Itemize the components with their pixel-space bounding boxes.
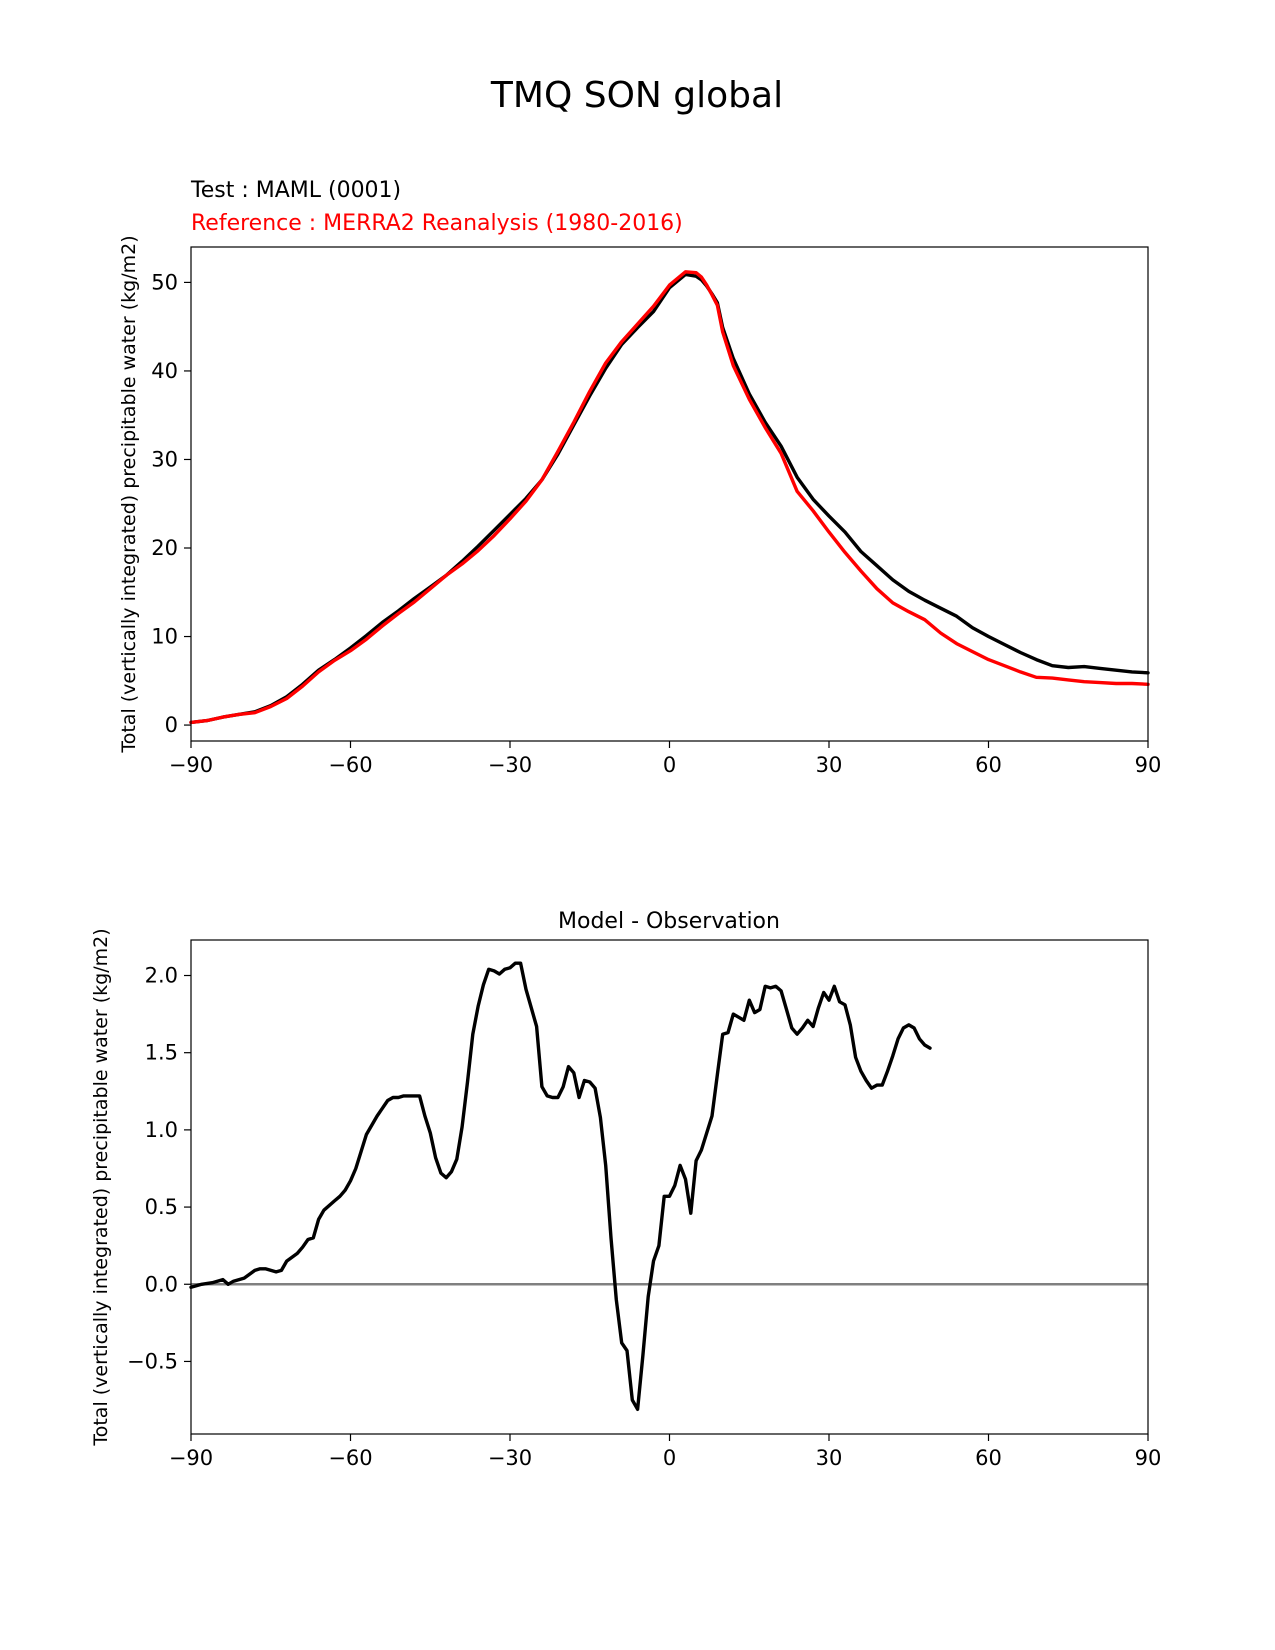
y-tick-label: −0.5 [127,1349,178,1373]
x-tick-label: 60 [975,753,1002,777]
y-tick-label: 1.0 [145,1118,178,1142]
series-line-reference [189,270,1150,725]
x-tick-label: 0 [663,1446,676,1470]
x-tick-label: 90 [1135,753,1162,777]
top-chart-series [189,270,1150,725]
x-tick-label: −90 [169,1446,213,1470]
top-chart-frame [190,246,1149,742]
series-line-model-observation [189,961,932,1412]
bottom-chart-title: Model - Observation [558,909,780,934]
top-chart-ticks: −90 −60 −30 0 30 60 90 0 10 20 30 40 50 [151,270,1161,777]
x-tick-label: −60 [328,1446,372,1470]
top-chart: Test : MAML (0001) Reference : MERRA2 Re… [118,178,1161,777]
bottom-chart: Model - Observation Total (vertically in… [90,909,1161,1470]
bottom-chart-ylabel: Total (vertically integrated) precipitab… [90,928,112,1446]
x-tick-label: −30 [488,753,532,777]
series-line-test [189,272,1150,725]
reference-label: Reference : MERRA2 Reanalysis (1980-2016… [191,211,683,236]
x-tick-label: 0 [663,753,676,777]
x-tick-label: 30 [816,1446,843,1470]
x-tick-label: −60 [328,753,372,777]
y-tick-label: 40 [151,359,178,383]
x-tick-label: −30 [488,1446,532,1470]
y-tick-label: 0 [165,713,178,737]
x-tick-label: 60 [975,1446,1002,1470]
y-tick-label: 1.5 [145,1041,178,1065]
bottom-chart-frame [190,939,1149,1435]
figure-title: TMQ SON global [490,75,783,116]
test-label: Test : MAML (0001) [190,178,401,203]
bottom-chart-ticks: −90 −60 −30 0 30 60 90 −0.5 0.0 0.5 1.0 1.5 2.0 [127,964,1161,1470]
x-tick-label: 90 [1135,1446,1162,1470]
top-chart-ylabel: Total (vertically integrated) precipitab… [118,235,140,753]
y-tick-label: 0.5 [145,1195,178,1219]
bottom-chart-series [189,961,1148,1412]
y-tick-label: 50 [151,270,178,294]
y-tick-label: 2.0 [145,964,178,988]
x-tick-label: −90 [169,753,213,777]
y-tick-label: 30 [151,447,178,471]
y-tick-label: 20 [151,536,178,560]
y-tick-label: 0.0 [145,1272,178,1296]
y-tick-label: 10 [151,625,178,649]
x-tick-label: 30 [816,753,843,777]
